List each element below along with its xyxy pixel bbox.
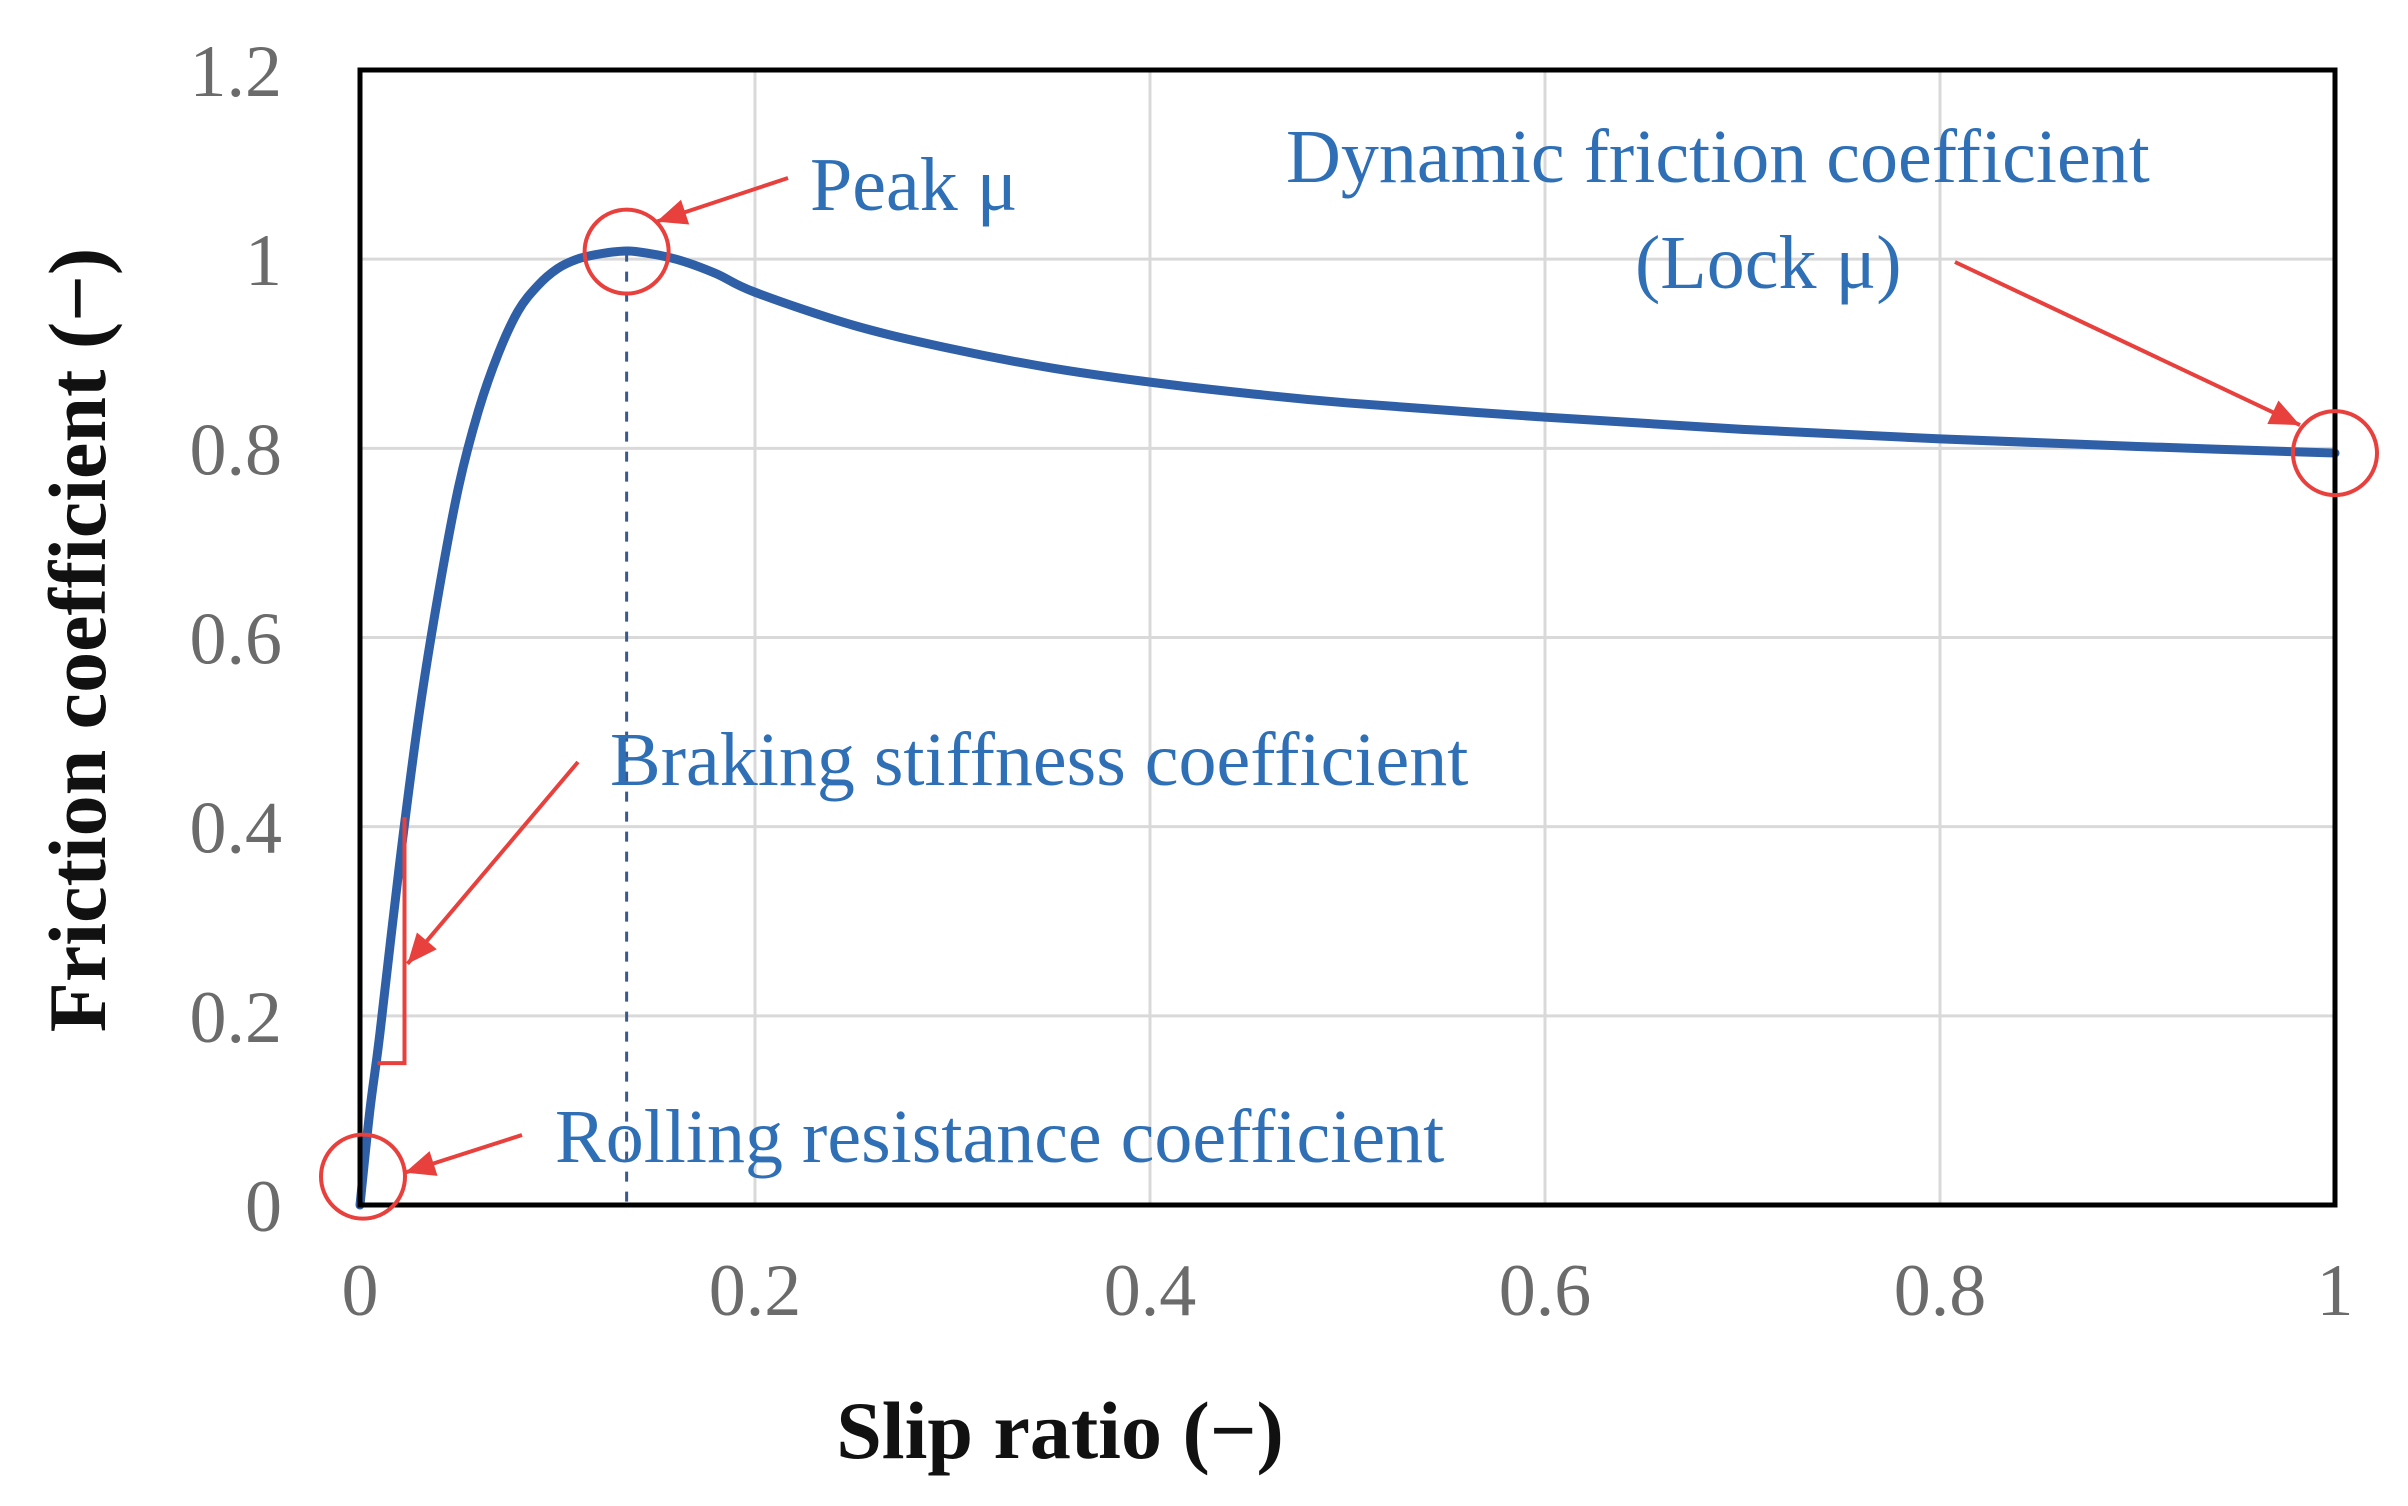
x-tick-label: 0.8: [1894, 1250, 1987, 1332]
braking-arrow-head: [407, 932, 437, 964]
y-axis-title: Friction coefficient (−): [32, 248, 123, 1032]
y-tick-label: 0.8: [190, 409, 283, 491]
braking-stiffness-marker: [377, 817, 407, 1066]
friction-curve: [355, 246, 2340, 1210]
y-tick-label: 0.2: [190, 977, 283, 1059]
peak-marker: [582, 207, 671, 296]
x-tick-label: 0: [342, 1250, 379, 1332]
annotation-markers: [319, 207, 2379, 1221]
y-tick-label: 0.6: [190, 599, 283, 681]
rolling-marker: [319, 1132, 407, 1221]
y-tick-label: 0: [245, 1166, 282, 1248]
annotation-lock-mu: (Lock μ): [1635, 221, 1902, 305]
x-tick-label: 0.4: [1104, 1250, 1197, 1332]
peak-arrow-head: [656, 199, 690, 225]
x-axis-title: Slip ratio (−): [836, 1385, 1284, 1476]
curve-layer: [355, 246, 2340, 1210]
annotation-braking-stiffness: Braking stiffness coefficient: [610, 718, 1468, 802]
x-tick-label: 1: [2317, 1250, 2354, 1332]
x-tick-labels: 0 0.2 0.4 0.6 0.8 1: [342, 1250, 2354, 1332]
annotation-peak-mu: Peak μ: [810, 143, 1017, 227]
grid: [360, 70, 2335, 1205]
annotation-arrows: [404, 176, 2301, 1176]
braking-arrow: [405, 760, 580, 966]
y-tick-label: 0.4: [190, 788, 283, 870]
y-tick-labels: 0 0.2 0.4 0.6 0.8 1 1.2: [190, 31, 283, 1248]
x-tick-label: 0.6: [1499, 1250, 1592, 1332]
y-tick-label: 1: [245, 220, 282, 302]
plot-frame: [357, 67, 2338, 1208]
y-tick-label: 1.2: [190, 31, 283, 113]
annotation-rolling-resistance: Rolling resistance coefficient: [555, 1095, 1444, 1179]
rolling-arrow-head: [405, 1151, 438, 1176]
lock-arrow-head: [2267, 400, 2300, 426]
lock-marker: [2291, 409, 2379, 498]
x-tick-label: 0.2: [709, 1250, 802, 1332]
annotation-dynamic-friction: Dynamic friction coefficient: [1286, 115, 2150, 199]
lock-arrow: [1954, 260, 2301, 427]
